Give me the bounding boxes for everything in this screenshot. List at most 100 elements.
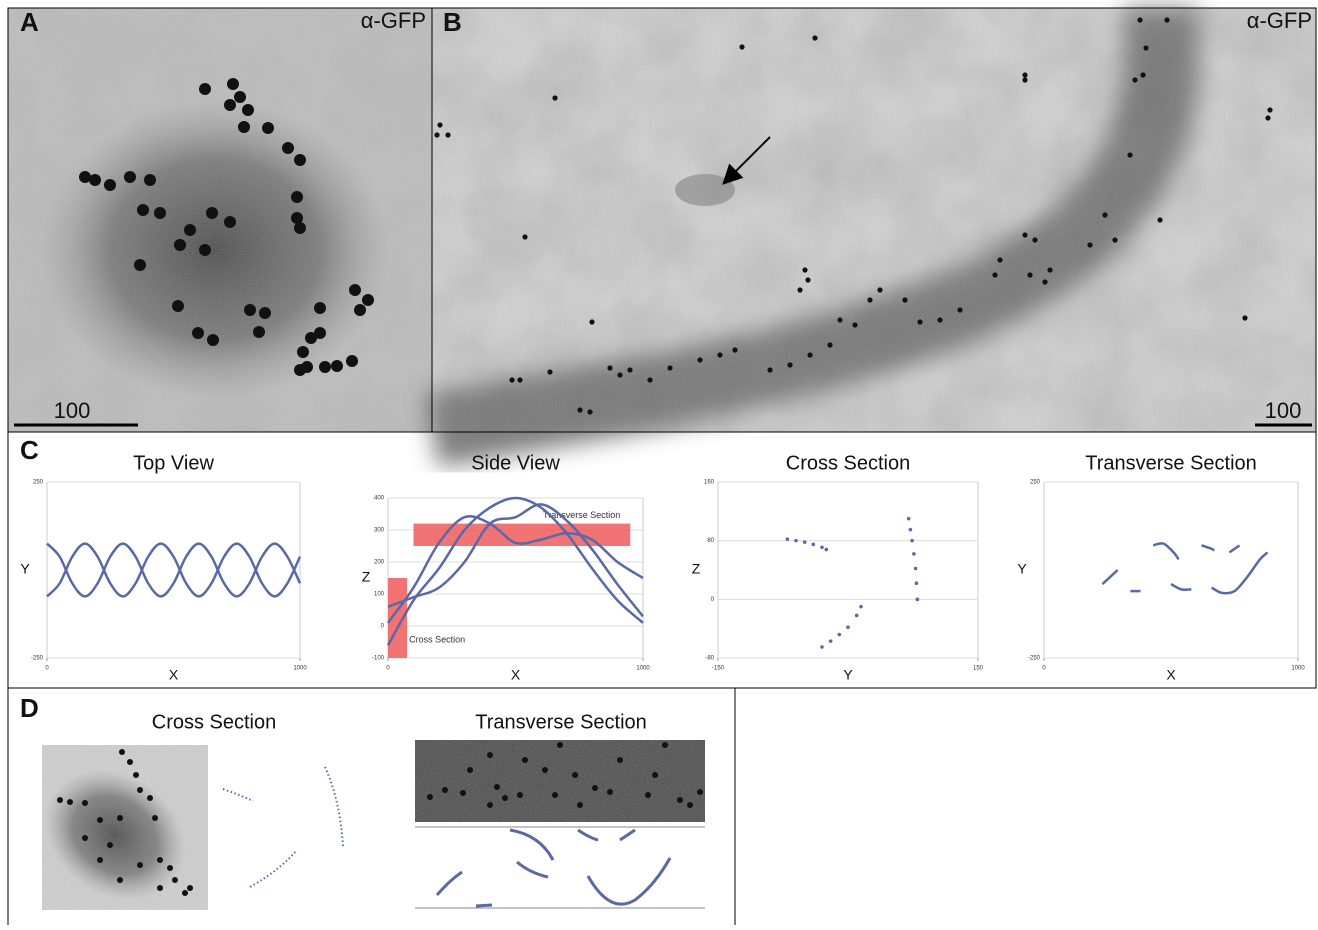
plot-frame: [47, 482, 300, 658]
point: [915, 581, 919, 585]
x-tick-label: 1000: [293, 666, 307, 672]
gold-particle: [89, 174, 101, 186]
y-tick-label: 0: [711, 597, 715, 603]
y-tick-label: 80: [707, 538, 714, 544]
gold-particle: [1022, 77, 1027, 82]
gold-particle: [314, 302, 326, 314]
charts: Top ViewYX-25025001000Side ViewZX-100010…: [20, 452, 1305, 682]
panel-label: A: [20, 7, 39, 37]
gold-particle: [57, 797, 63, 803]
texture: [42, 745, 208, 910]
gold-particle: [157, 857, 163, 863]
gold-particle: [1022, 232, 1027, 237]
gold-particle: [1022, 72, 1027, 77]
gold-particle: [494, 784, 500, 790]
gold-particle: [97, 817, 103, 823]
region-label: Cross Section: [409, 634, 465, 644]
gold-particle: [362, 294, 374, 306]
gold-particle: [867, 297, 872, 302]
x-axis-label: Y: [843, 667, 853, 683]
trace: [588, 858, 670, 904]
gold-particle: [677, 797, 683, 803]
figure: A α-GFP 100 B α-GFP 100 C Top ViewYX-250…: [0, 0, 1318, 925]
gold-particle: [645, 792, 651, 798]
gold-particle: [167, 865, 173, 871]
gold-particle: [797, 287, 802, 292]
gold-particle: [997, 257, 1002, 262]
gold-particle: [732, 347, 737, 352]
gold-particle: [1087, 242, 1092, 247]
point: [838, 633, 842, 637]
gold-particle: [1102, 212, 1107, 217]
gold-particle: [259, 307, 271, 319]
gold-particle: [1047, 267, 1052, 272]
gold-particle: [234, 91, 246, 103]
y-tick-label: 0: [381, 624, 385, 630]
point: [846, 625, 850, 629]
gold-particle: [877, 287, 882, 292]
gold-particle: [1157, 217, 1162, 222]
panel-label: D: [20, 693, 39, 723]
gold-particle: [607, 365, 612, 370]
gold-particle: [1032, 237, 1037, 242]
point: [916, 598, 920, 602]
gold-particle: [627, 367, 632, 372]
point: [909, 528, 913, 532]
plot-frame: [718, 482, 978, 658]
gold-particle: [487, 752, 493, 758]
x-tick-label: 150: [973, 666, 984, 672]
gold-particle: [647, 377, 652, 382]
y-tick-label: 400: [374, 496, 385, 502]
chart-title: Cross Section: [786, 452, 911, 474]
gold-particle: [354, 304, 366, 316]
trace: [325, 767, 343, 846]
gold-particle: [827, 342, 832, 347]
gold-particle: [577, 802, 583, 808]
gold-particle: [852, 322, 857, 327]
series-line: [47, 544, 300, 597]
chart-title: Top View: [133, 452, 214, 474]
gold-particle: [467, 767, 473, 773]
gold-particle: [242, 104, 254, 116]
series-line: [1102, 543, 1267, 593]
gold-particle: [349, 284, 361, 296]
gold-particle: [107, 842, 113, 848]
gold-particle: [297, 346, 309, 358]
gold-particle: [137, 862, 143, 868]
point: [907, 517, 911, 521]
y-axis-label: Z: [692, 561, 701, 577]
gold-particle: [739, 44, 744, 49]
gold-particle: [262, 122, 274, 134]
trace: [223, 789, 253, 801]
gold-particle: [1265, 115, 1270, 120]
gold-particle: [152, 815, 158, 821]
x-tick-label: 0: [1042, 666, 1046, 672]
gold-particle: [552, 792, 558, 798]
gold-particle: [294, 364, 306, 376]
stain-label: α-GFP: [1247, 8, 1312, 33]
chart-title: Side View: [471, 452, 560, 474]
trace: [437, 872, 462, 895]
gold-particle: [1027, 272, 1032, 277]
series-line: [388, 504, 643, 616]
gold-particle: [434, 132, 439, 137]
gold-particle: [572, 772, 578, 778]
trace: [620, 830, 635, 840]
gold-particle: [172, 300, 184, 312]
plot-frame: [1044, 482, 1298, 658]
gold-particle: [224, 216, 236, 228]
gold-particle: [992, 272, 997, 277]
gold-particle: [652, 772, 658, 778]
x-axis-label: X: [511, 667, 521, 683]
point: [820, 645, 824, 649]
panel-label: B: [443, 7, 462, 37]
gold-particle: [937, 317, 942, 322]
gold-particle: [187, 885, 193, 891]
gold-particle: [522, 234, 527, 239]
gold-particle: [1267, 107, 1272, 112]
gold-particle: [117, 815, 123, 821]
y-tick-label: 250: [33, 480, 44, 486]
y-tick-label: -100: [372, 656, 385, 662]
gold-particle: [134, 259, 146, 271]
gold-particle: [67, 799, 73, 805]
